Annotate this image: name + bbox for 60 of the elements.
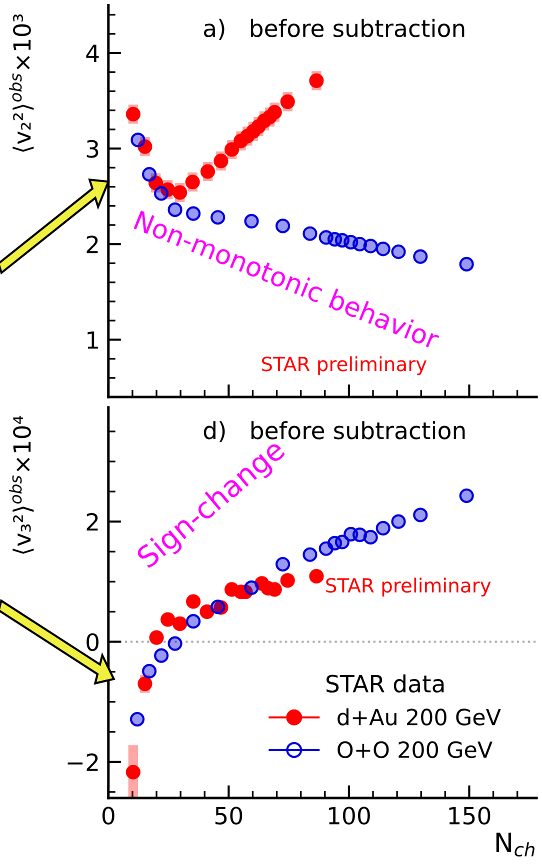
point (413, 249, 428, 264)
point (363, 238, 378, 254)
point (126, 764, 140, 780)
annotation: STAR preliminary (326, 578, 491, 596)
y-tick-label: 3 (86, 140, 98, 158)
point (149, 630, 164, 645)
point (160, 612, 176, 627)
point (302, 547, 318, 562)
y-axis-title: ⟨v₃²⟩$^{obs}$×10⁴ (8, 416, 34, 554)
x-tick-label: 100 (329, 806, 370, 825)
point (138, 139, 152, 154)
point (224, 142, 240, 157)
annotation: STAR preliminary (262, 356, 427, 376)
point (200, 604, 214, 619)
point (214, 600, 228, 615)
point (334, 534, 350, 550)
x-tick-label: 50 (215, 806, 242, 825)
point (391, 514, 406, 529)
point (130, 712, 145, 727)
x-tick-label: 0 (102, 806, 114, 825)
point (168, 636, 182, 651)
point (186, 594, 201, 609)
point (459, 256, 474, 272)
point (172, 616, 188, 632)
point (200, 164, 216, 179)
point (391, 244, 406, 260)
y-axis-title: ⟨v₂²⟩$^{obs}$×10³ (8, 14, 34, 152)
y-tick-label: 0 (86, 633, 98, 652)
point (376, 242, 390, 256)
point (210, 600, 226, 614)
y-tick-label: 2 (86, 513, 98, 531)
y-tick-label: 4 (86, 44, 99, 62)
point (126, 106, 140, 122)
y-tick-label: 1 (88, 331, 98, 349)
point (130, 132, 146, 148)
point (185, 174, 200, 190)
legend-label: d+Au 200 GeV (338, 708, 501, 726)
point (280, 573, 295, 588)
point (376, 520, 390, 536)
point (459, 488, 474, 504)
point (413, 508, 428, 522)
point (244, 580, 259, 595)
point (186, 614, 201, 629)
point (154, 186, 169, 201)
point (309, 568, 324, 584)
y-tick-label: 2 (86, 236, 98, 254)
point (280, 94, 295, 110)
legend-title: STAR data (326, 674, 444, 693)
text: d) before subtraction (204, 421, 465, 442)
x-axis-title: N$_{ch}$ (496, 832, 534, 857)
legend-label: O+O 200 GeV (338, 741, 492, 758)
point (142, 167, 157, 182)
y-tick-label: −2 (68, 753, 98, 771)
point (160, 182, 176, 197)
point (148, 176, 164, 190)
x-tick-label: 150 (449, 806, 490, 825)
text: a) before subtraction (204, 18, 464, 40)
point (142, 664, 157, 678)
point (154, 648, 169, 663)
point (363, 530, 378, 544)
